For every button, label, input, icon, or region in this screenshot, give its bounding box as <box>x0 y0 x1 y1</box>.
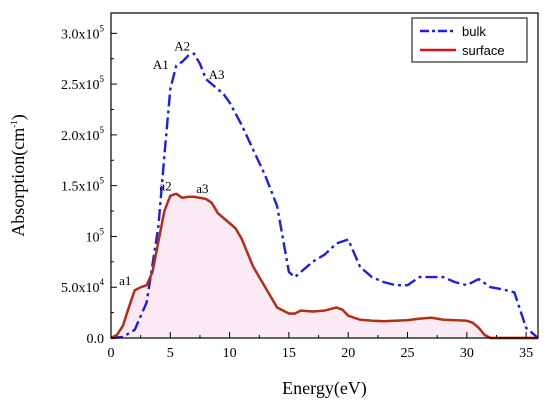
legend-label: surface <box>462 43 505 58</box>
surface-shading <box>111 193 538 338</box>
y-tick-label: 1.5x105 <box>61 176 105 195</box>
series-line-tone <box>110 192 538 340</box>
y-tick-label: 0.0 <box>87 332 105 347</box>
x-tick-label: 15 <box>282 346 296 361</box>
x-tick-label: 10 <box>223 346 237 361</box>
peak-label: a2 <box>159 179 171 194</box>
y-axis-title-main: Absorption(cm <box>8 128 29 237</box>
x-tick-label: 25 <box>401 346 415 361</box>
peak-label: A1 <box>153 57 169 72</box>
y-tick-label: 2.0x105 <box>61 125 105 144</box>
x-tick-label: 0 <box>108 346 115 361</box>
y-tick-label: 105 <box>86 226 105 245</box>
y-tick-label: 2.5x105 <box>61 74 105 93</box>
peak-label: A2 <box>174 39 190 54</box>
y-tick-labels: 0.0 5.0x104 105 1.5x105 2.0x105 2.5x105 3.0x10… <box>61 23 105 347</box>
peak-label: a3 <box>196 181 208 196</box>
x-axis-title: Energy(eV) <box>282 378 367 399</box>
y-axis-title: Absorption(cm-1) <box>8 114 29 236</box>
y-tick-label: 5.0x104 <box>61 277 105 296</box>
legend-box <box>411 17 528 63</box>
x-tick-labels: 0 5 10 15 20 25 30 35 <box>108 346 534 361</box>
peak-annotations: A1 A2 A3 a1 a2 a3 <box>119 39 224 289</box>
peak-label: a1 <box>119 273 131 288</box>
series-line-0 <box>110 52 539 340</box>
x-tick-label: 30 <box>460 346 474 361</box>
series-layer <box>110 52 539 340</box>
x-tick-label: 20 <box>341 346 355 361</box>
surface-area-fill <box>111 193 538 338</box>
x-tick-label: 35 <box>519 346 533 361</box>
legend-label: bulk <box>462 24 486 39</box>
y-tick-label: 3.0x105 <box>61 23 105 42</box>
legend: bulk surface <box>411 17 528 63</box>
peak-label: A3 <box>209 67 225 82</box>
x-tick-label: 5 <box>167 346 174 361</box>
y-axis-title-sup: -1 <box>9 120 19 128</box>
plot-frame <box>110 12 539 339</box>
y-axis-title-close: ) <box>8 114 29 120</box>
